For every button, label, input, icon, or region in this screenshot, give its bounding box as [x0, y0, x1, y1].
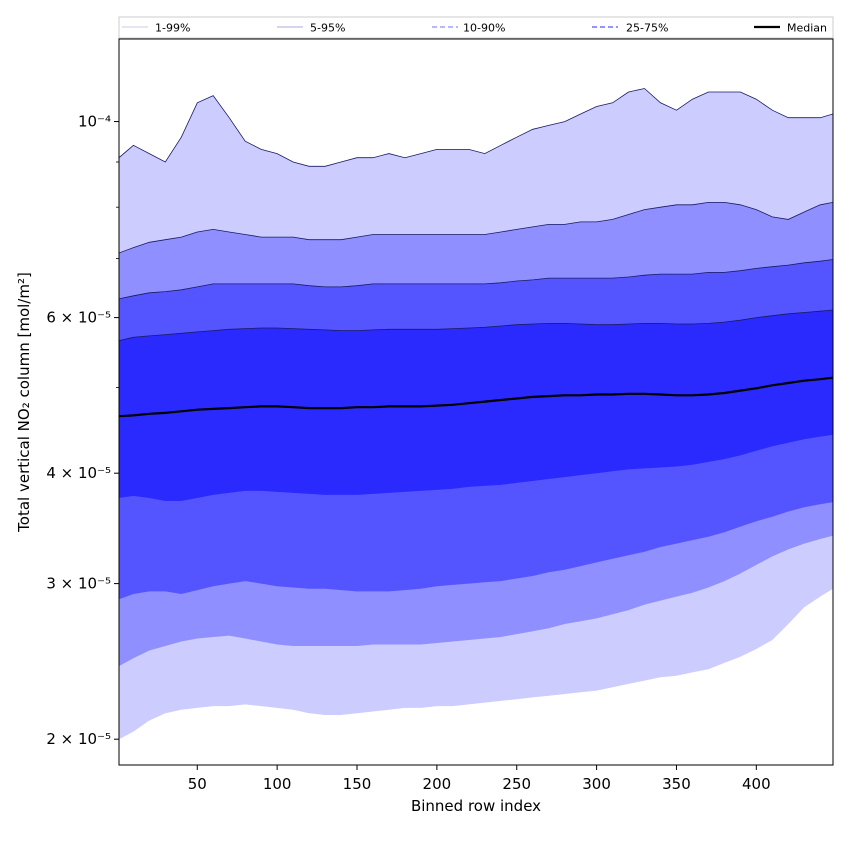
- x-axis: 50 100 150 200 250 300 350 400: [188, 765, 771, 793]
- y-tick-label: 10⁻⁴: [78, 113, 111, 131]
- band-25-75: [119, 310, 833, 501]
- legend-label: 5-95%: [310, 22, 345, 35]
- y-tick-label: 6 × 10⁻⁵: [46, 309, 111, 327]
- x-tick-label: 200: [423, 775, 452, 793]
- band-upper-edge-25-75: [119, 309, 833, 342]
- y-tick-label: 4 × 10⁻⁵: [46, 464, 111, 482]
- x-tick-label: 150: [343, 775, 372, 793]
- legend-label: 10-90%: [463, 22, 505, 35]
- legend-label: 1-99%: [155, 22, 190, 35]
- x-tick-label: 400: [742, 775, 771, 793]
- x-tick-label: 350: [662, 775, 691, 793]
- band-upper-edge-5-95: [119, 202, 833, 254]
- y-tick-label: 3 × 10⁻⁵: [46, 575, 111, 593]
- legend-label: 25-75%: [626, 22, 668, 35]
- plot-frame: [118, 38, 834, 766]
- x-tick-label: 50: [188, 775, 207, 793]
- median-line: [119, 376, 833, 418]
- x-tick-label: 300: [582, 775, 611, 793]
- legend-frame: [118, 16, 834, 39]
- legend: 1-99% 5-95% 10-90% 25-75% Median: [118, 16, 834, 39]
- legend-label: Median: [787, 22, 827, 35]
- y-axis: 2 × 10⁻⁵ 3 × 10⁻⁵ 4 × 10⁻⁵ 6 × 10⁻⁵ 10⁻⁴: [46, 113, 119, 748]
- band-upper-edge-10-90: [119, 259, 833, 300]
- x-tick-label: 250: [502, 775, 531, 793]
- band-upper-edge-1-99: [119, 88, 833, 167]
- percentile-bands: [119, 88, 833, 740]
- x-axis-title: Binned row index: [411, 797, 541, 815]
- y-tick-label: 2 × 10⁻⁵: [46, 730, 111, 748]
- y-axis-title: Total vertical NO₂ column [mol/m²]: [15, 272, 33, 533]
- x-tick-label: 100: [263, 775, 292, 793]
